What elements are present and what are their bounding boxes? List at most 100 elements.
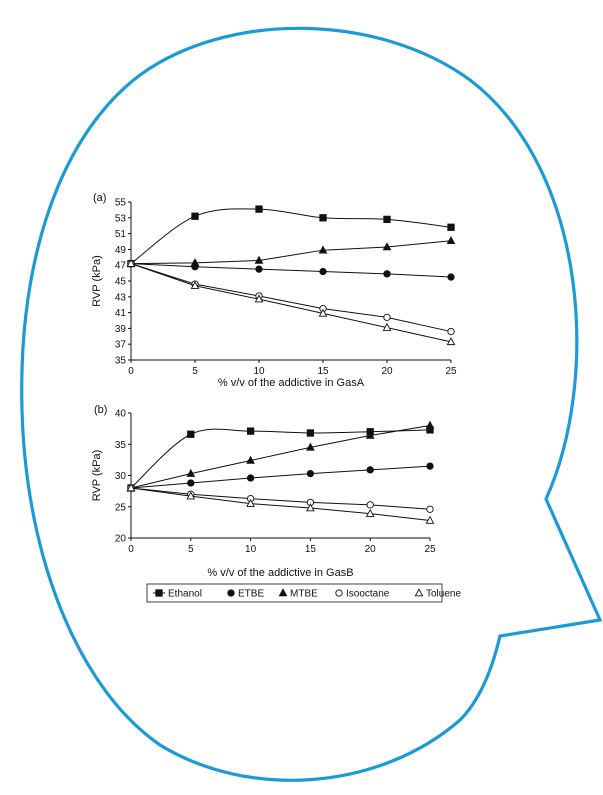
series-line-isooctane [130,263,452,333]
data-point-mtbe [365,430,375,439]
data-point-isooctane [383,313,391,321]
legend-item-mtbe: MTBE [278,588,318,600]
data-point-isooctane [447,327,455,336]
data-point-etbe [383,270,391,278]
y-tick-label: 35 [115,440,127,451]
series-line-mtbe [130,240,452,265]
y-tick-label: 40 [115,409,127,420]
data-point-ethanol [447,223,455,231]
data-point-toluene [126,483,136,492]
y-tick-label: 47 [115,261,127,272]
y-tick-label: 39 [115,324,127,335]
data-point-toluene [365,508,375,517]
data-point-etbe [255,265,263,273]
chart-panel-a: 35 37 39 41 43 45 47 49 51 53 55 0 5 10 15 20 25 (a) % v/v… [91,192,457,389]
data-point-mtbe [446,235,456,244]
y-tick-label: 45 [115,277,127,288]
y-tick-label: 20 [115,534,127,545]
data-point-ethanol [191,212,199,220]
x-tick-label: 10 [253,366,265,377]
data-point-ethanol [383,215,391,224]
data-point-etbe [246,474,255,482]
data-point-etbe [447,273,455,281]
chart-legend: Ethanol ETBE MTBE Isooctane Toluene [146,583,461,603]
data-point-toluene [318,308,328,317]
series-line-toluene [130,487,431,521]
series-line-ethanol [130,428,431,489]
legend-label-etbe: ETBE [238,589,264,600]
legend-label-toluene: Toluene [426,589,461,600]
chart-panel-b: 20 25 30 35 40 0 5 10 15 20 25 (b) % v/v of the addi… [91,404,436,579]
x-tick-label: 10 [245,544,257,555]
data-point-ethanol [246,427,255,435]
series-line-isooctane [130,487,431,510]
legend-marker-toluene [414,588,424,597]
series-line-etbe [130,465,431,489]
legend-item-etbe: ETBE [227,589,264,600]
data-point-toluene [306,503,315,512]
y-tick-label: 25 [115,502,127,513]
legend-label-mtbe: MTBE [290,589,318,600]
data-point-isooctane [366,501,374,509]
y-tick-label: 49 [115,245,127,256]
x-tick-label: 5 [192,366,198,377]
data-point-toluene [186,491,196,500]
y-axis-label: RVP (kPa) [91,255,103,307]
data-point-mtbe [306,442,315,451]
legend-marker-mtbe [278,588,288,597]
data-point-toluene [246,498,255,507]
panel-label: (b) [94,404,107,416]
x-tick-label: 25 [424,544,436,555]
x-tick-label: 0 [128,544,134,555]
series-line-etbe [130,263,452,278]
data-point-ethanol [187,430,195,438]
x-axis-label: % v/v of the addictive in GasA [218,377,365,389]
y-tick-label: 55 [115,198,127,209]
data-point-mtbe [246,455,255,464]
data-point-toluene [126,258,136,267]
y-tick-label: 43 [115,292,127,303]
series-mtbe [126,235,456,267]
data-point-mtbe [318,245,328,254]
data-point-toluene [254,294,264,303]
data-point-etbe [319,267,327,276]
x-tick-label: 20 [365,544,377,555]
y-tick-label: 41 [115,308,127,319]
data-point-etbe [426,462,434,470]
legend-label-isooctane: Isooctane [346,589,390,600]
series-etbe [127,462,434,492]
x-tick-label: 0 [128,366,134,377]
y-tick-label: 35 [115,356,127,367]
panel-label: (a) [93,192,106,204]
y-tick-label: 37 [115,340,127,351]
data-point-mtbe [186,468,196,477]
legend-item-isooctane: Isooctane [335,589,390,600]
data-point-toluene [425,515,435,524]
data-point-ethanol [319,214,327,222]
y-tick-label: 51 [115,229,127,240]
speech-bubble-outline [20,26,603,782]
legend-marker-etbe [227,589,235,597]
data-point-toluene [190,281,200,289]
x-tick-label: 20 [381,366,393,377]
series-line-mtbe [130,425,431,489]
series-ethanol [127,426,434,492]
series-isooctane [127,259,455,336]
y-axis-label: RVP (kPa) [91,450,103,502]
data-point-mtbe [425,420,435,429]
legend-marker-isooctane [335,589,343,597]
series-line-toluene [130,263,452,343]
series-ethanol [127,205,455,268]
x-tick-label: 5 [188,544,194,555]
data-point-ethanol [255,205,263,213]
legend-item-ethanol: Ethanol [153,589,202,600]
data-point-mtbe [382,242,392,251]
series-isooctane [127,484,434,513]
data-point-ethanol [306,429,315,437]
series-toluene [126,258,456,346]
data-point-toluene [446,337,456,346]
y-tick-label: 53 [115,213,127,224]
data-point-mtbe [254,255,264,264]
x-axis-label: % v/v of the addictive in GasB [207,567,353,579]
